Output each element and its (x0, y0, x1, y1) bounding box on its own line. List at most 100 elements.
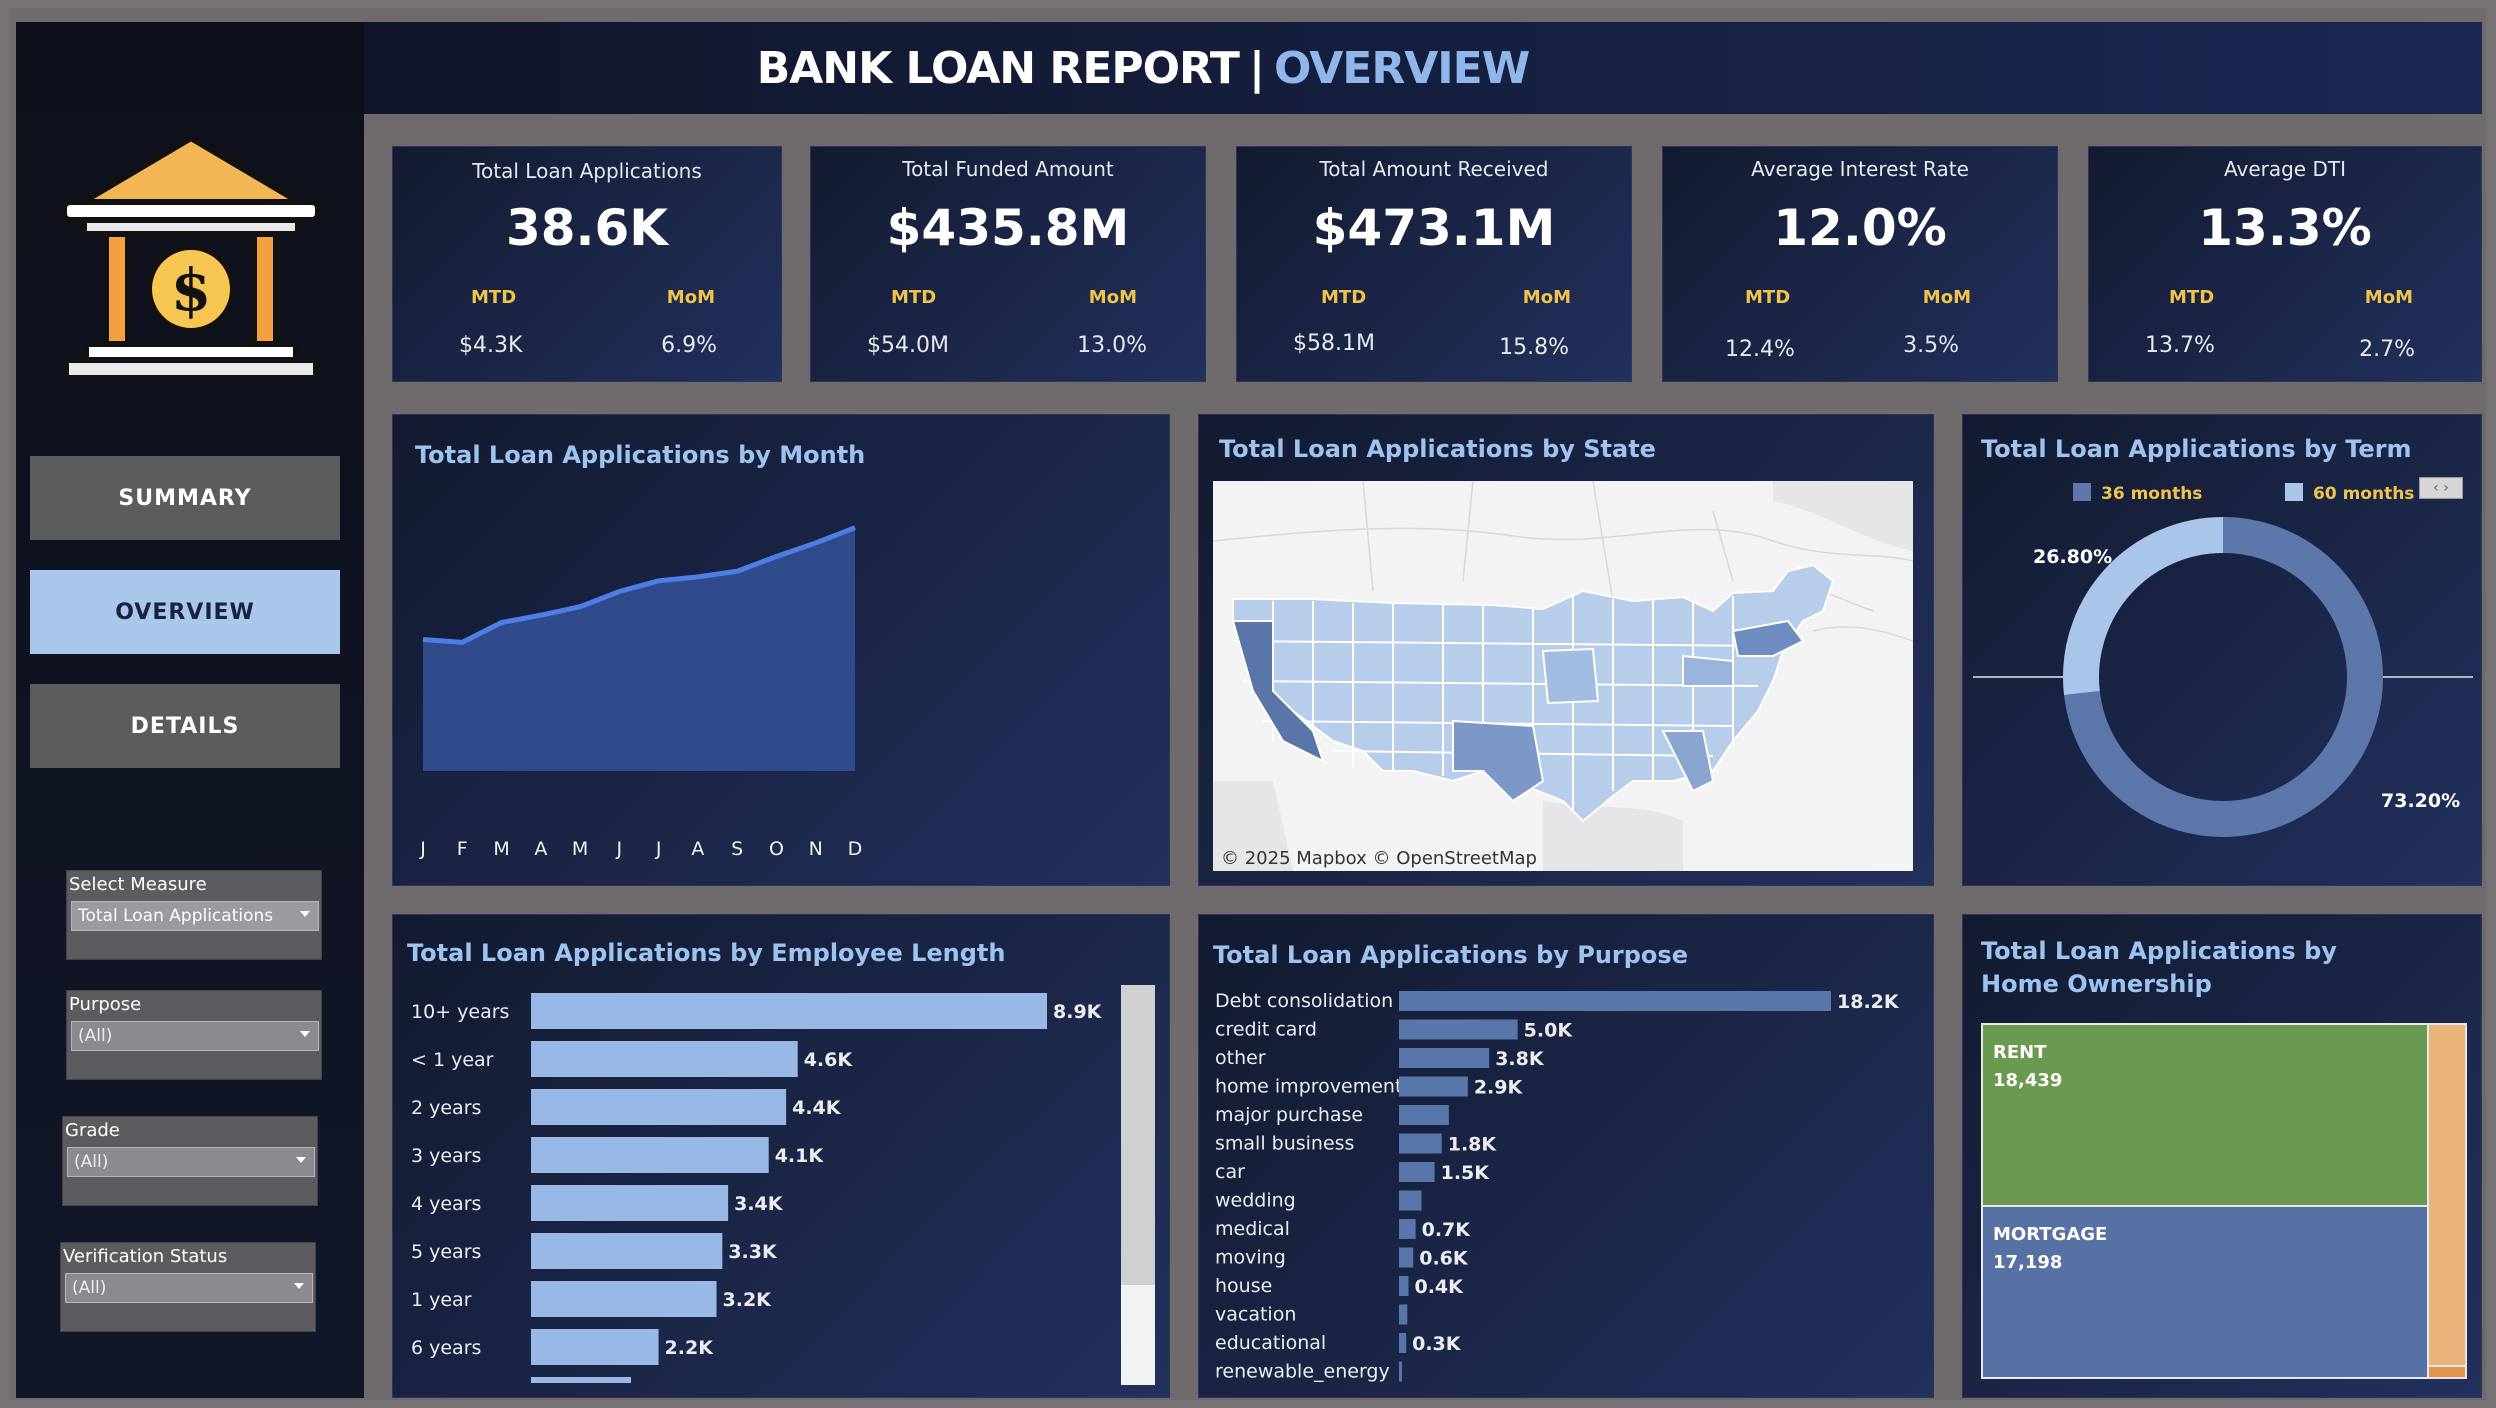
filter-label: Grade (65, 1120, 120, 1141)
bar-category-label: other (1215, 1047, 1266, 1069)
bar (531, 993, 1047, 1029)
panel-by-purpose: Total Loan Applications by Purpose Debt … (1198, 914, 1934, 1398)
x-tick-label: O (769, 838, 784, 860)
panel-title: Total Loan Applications by Month (415, 441, 866, 469)
scrollbar-thumb[interactable] (1121, 985, 1155, 1285)
bar-category-label: educational (1215, 1332, 1326, 1354)
bar-category-label: house (1215, 1275, 1272, 1297)
bar-category-label: vacation (1215, 1304, 1296, 1326)
bar-value-label: 3.4K (734, 1193, 784, 1215)
chevron-down-icon (300, 911, 310, 917)
kpi-value: $473.1M (1312, 199, 1556, 257)
treemap-cell-other[interactable] (2429, 1367, 2465, 1377)
mtd-value: $54.0M (867, 333, 949, 358)
mtd-label: MTD (1321, 287, 1367, 308)
bar (1399, 1105, 1449, 1125)
filter-label: Verification Status (63, 1246, 228, 1267)
bar-category-label: 4 years (411, 1193, 481, 1215)
filter-grade[interactable]: Grade (All) (62, 1116, 318, 1206)
bar-category-label: major purchase (1215, 1104, 1363, 1126)
legend-label: 36 months (2101, 484, 2202, 504)
overview-button[interactable]: OVERVIEW (30, 570, 340, 654)
state-map[interactable]: © 2025 Mapbox © OpenStreetMap (1213, 481, 1913, 871)
details-button[interactable]: DETAILS (30, 684, 340, 768)
bar (531, 1233, 723, 1269)
bar (531, 1041, 798, 1077)
purpose-dropdown[interactable]: (All) (71, 1021, 319, 1051)
bar (1399, 1276, 1409, 1296)
filter-label: Purpose (69, 994, 142, 1015)
bar (1399, 1162, 1435, 1182)
bar (1399, 1076, 1468, 1097)
panel-title: Total Loan Applications by Purpose (1213, 941, 1688, 969)
kpi-value: 12.0% (1773, 199, 1947, 257)
treemap-cell-rent[interactable]: RENT 18,439 (1983, 1025, 2428, 1206)
bar-category-label: renewable_energy (1215, 1361, 1390, 1383)
grade-dropdown[interactable]: (All) (67, 1147, 315, 1177)
kpi-average-dti: Average DTI 13.3% MTD MoM 13.7% 2.7% (2088, 146, 2482, 382)
filter-select-measure[interactable]: Select Measure Total Loan Applications (66, 870, 322, 960)
summary-button[interactable]: SUMMARY (30, 456, 340, 540)
bar-value-label: 4.1K (775, 1145, 825, 1167)
filter-purpose[interactable]: Purpose (All) (66, 990, 322, 1080)
page-title: BANK LOAN REPORT | OVERVIEW (84, 22, 2202, 114)
term-donut-chart[interactable]: 73.20% 26.80% 36 months 60 months (1963, 415, 2483, 887)
legend-scroll-arrows[interactable]: ‹ › (2419, 477, 2463, 499)
x-tick-label: S (731, 838, 743, 860)
verification-dropdown[interactable]: (All) (65, 1273, 313, 1303)
bar-category-label: 2 years (411, 1097, 481, 1119)
mtd-value: 13.7% (2145, 333, 2215, 358)
panel-by-month: Total Loan Applications by Month J F M A M J J… (392, 414, 1170, 886)
bar-category-label: credit card (1215, 1019, 1317, 1041)
bar (531, 1329, 659, 1365)
mom-label: MoM (1522, 287, 1571, 308)
bar-category-label: 3 years (411, 1145, 481, 1167)
measure-dropdown[interactable]: Total Loan Applications (71, 901, 319, 931)
bar-value-label: 0.3K (1412, 1333, 1462, 1355)
filter-label: Select Measure (69, 874, 207, 895)
bar-value-label: 8.9K (1053, 1001, 1103, 1023)
treemap-cell-own[interactable] (2429, 1025, 2465, 1365)
legend-swatch (2285, 483, 2303, 501)
area-fill (423, 527, 855, 771)
mtd-label: MTD (1745, 287, 1791, 308)
panel-by-state: Total Loan Applications by State © 2025 … (1198, 414, 1934, 886)
bar (1399, 1219, 1416, 1239)
bar-category-label: < 1 year (411, 1049, 494, 1071)
mom-value: 6.9% (661, 333, 717, 358)
mtd-label: MTD (471, 287, 517, 308)
treemap-cell-mortgage[interactable]: MORTGAGE 17,198 (1983, 1207, 2428, 1377)
bar (531, 1089, 787, 1125)
bar (1399, 1333, 1407, 1353)
bar-category-label: car (1215, 1161, 1245, 1183)
slice-label: 26.80% (2033, 546, 2112, 568)
bar-partial (531, 1377, 631, 1383)
scrollbar[interactable] (1121, 985, 1155, 1385)
panel-title: Total Loan Applications by Employee Leng… (407, 939, 1006, 967)
header-divider (364, 114, 2482, 122)
employee-length-bar-chart[interactable]: 10+ years 8.9K < 1 year 4.6K 2 years 4.4K 3 ye… (393, 915, 1171, 1399)
kpi-value: 38.6K (505, 199, 669, 257)
area-line (422, 525, 856, 645)
home-ownership-treemap[interactable]: RENT 18,439 MORTGAGE 17,198 (1981, 1023, 2467, 1379)
mtd-label: MTD (891, 287, 937, 308)
bar-category-label: wedding (1215, 1190, 1296, 1212)
treemap-label: MORTGAGE 17,198 (1993, 1224, 2108, 1274)
x-tick-label: J (419, 838, 426, 860)
filter-verification-status[interactable]: Verification Status (All) (60, 1242, 316, 1332)
title-main: BANK LOAN REPORT (756, 42, 1240, 94)
legend-label: 60 months (2313, 484, 2414, 504)
bar-value-label: 1.8K (1448, 1134, 1498, 1156)
mom-label: MoM (1922, 287, 1971, 308)
title-separator: | (1248, 42, 1265, 94)
bar-category-label: Debt consolidation (1215, 990, 1393, 1012)
purpose-bar-chart[interactable]: Debt consolidation 18.2K credit card 5.0K ot… (1199, 915, 1935, 1399)
kpi-label: Average DTI (2223, 157, 2346, 181)
bar (1399, 1304, 1408, 1325)
treemap-label: RENT 18,439 (1993, 1042, 2063, 1091)
x-tick-label: F (457, 838, 468, 860)
kpi-label: Average Interest Rate (1751, 157, 1969, 181)
bar (531, 1185, 729, 1221)
panel-title: Total Loan Applications by Home Ownershi… (1981, 937, 2337, 998)
